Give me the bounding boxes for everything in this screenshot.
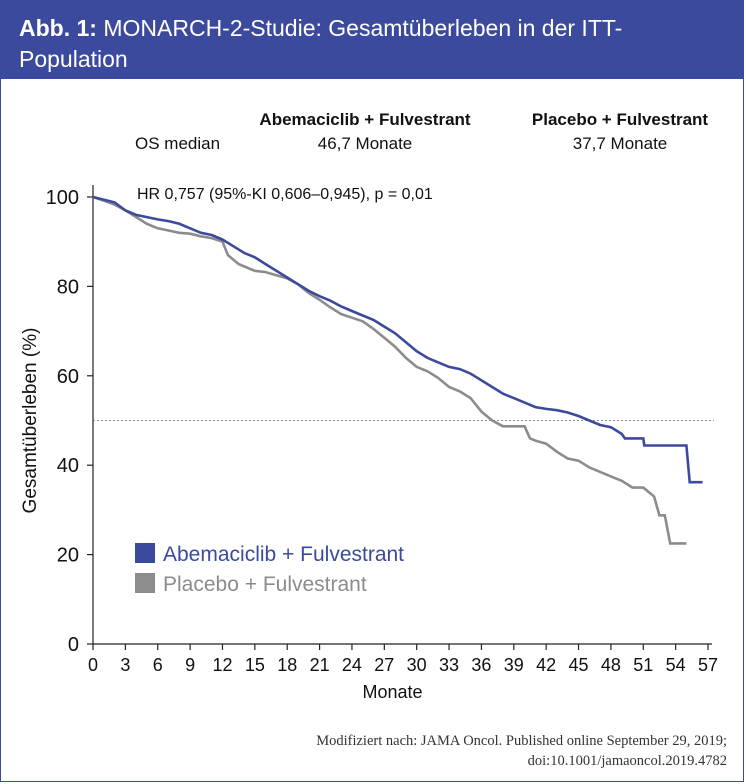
y-tick-label: 40 bbox=[57, 455, 79, 477]
x-tick-label: 27 bbox=[374, 655, 394, 675]
figure-title: MONARCH-2-Studie: Gesamtüberleben in der… bbox=[19, 15, 623, 72]
median-table: Abemaciclib + Fulvestrant Placebo + Fulve… bbox=[135, 110, 708, 153]
x-tick-label: 33 bbox=[439, 655, 459, 675]
x-tick-label: 9 bbox=[185, 655, 195, 675]
source-line-1: Modifiziert nach: JAMA Oncol. Published … bbox=[316, 733, 727, 749]
x-tick-label: 39 bbox=[504, 655, 524, 675]
x-tick-label: 30 bbox=[407, 655, 427, 675]
x-tick-label: 45 bbox=[569, 655, 589, 675]
y-tick-label: 100 bbox=[46, 187, 79, 209]
x-tick-label: 15 bbox=[245, 655, 265, 675]
x-tick-label: 21 bbox=[310, 655, 330, 675]
chart-legend: Abemaciclib + Fulvestrant Placebo + Fulve… bbox=[135, 543, 404, 596]
x-axis-label: Monate bbox=[362, 682, 422, 702]
legend-swatch bbox=[135, 573, 155, 593]
median-col2-header: Placebo + Fulvestrant bbox=[532, 110, 709, 129]
x-tick-label: 36 bbox=[471, 655, 491, 675]
legend-swatch bbox=[135, 543, 155, 563]
y-axis-label: Gesamtüberleben (%) bbox=[20, 328, 41, 514]
source-note: Modifiziert nach: JAMA Oncol. Published … bbox=[316, 731, 727, 771]
legend-label: Placebo + Fulvestrant bbox=[163, 573, 367, 596]
x-tick-label: 42 bbox=[536, 655, 556, 675]
median-col1-value: 46,7 Monate bbox=[318, 134, 413, 153]
x-tick-label: 0 bbox=[88, 655, 98, 675]
x-tick-label: 3 bbox=[120, 655, 130, 675]
x-tick-label: 6 bbox=[153, 655, 163, 675]
median-col1-header: Abemaciclib + Fulvestrant bbox=[259, 110, 470, 129]
chart-series bbox=[92, 195, 703, 545]
median-col2-value: 37,7 Monate bbox=[573, 134, 668, 153]
y-tick-label: 60 bbox=[57, 366, 79, 388]
legend-label: Abemaciclib + Fulvestrant bbox=[163, 543, 404, 566]
x-tick-label: 48 bbox=[601, 655, 621, 675]
series-line bbox=[92, 195, 687, 545]
series-line bbox=[92, 195, 703, 484]
median-row-label: OS median bbox=[135, 134, 220, 153]
x-tick-label: 57 bbox=[698, 655, 718, 675]
hazard-ratio-annotation: HR 0,757 (95%-KI 0,606–0,945), p = 0,01 bbox=[137, 186, 433, 203]
figure-header: Abb. 1: MONARCH-2-Studie: Gesamtüberlebe… bbox=[1, 1, 743, 79]
y-tick-label: 20 bbox=[57, 545, 79, 567]
figure-label: Abb. 1: bbox=[19, 15, 97, 41]
x-tick-label: 12 bbox=[212, 655, 232, 675]
x-tick-label: 51 bbox=[633, 655, 653, 675]
y-tick-label: 0 bbox=[68, 634, 79, 656]
y-tick-label: 80 bbox=[57, 276, 79, 298]
source-line-2: doi:10.1001/jamaoncol.2019.4782 bbox=[527, 753, 727, 769]
x-tick-label: 54 bbox=[666, 655, 686, 675]
x-tick-label: 18 bbox=[277, 655, 297, 675]
x-tick-label: 24 bbox=[342, 655, 362, 675]
